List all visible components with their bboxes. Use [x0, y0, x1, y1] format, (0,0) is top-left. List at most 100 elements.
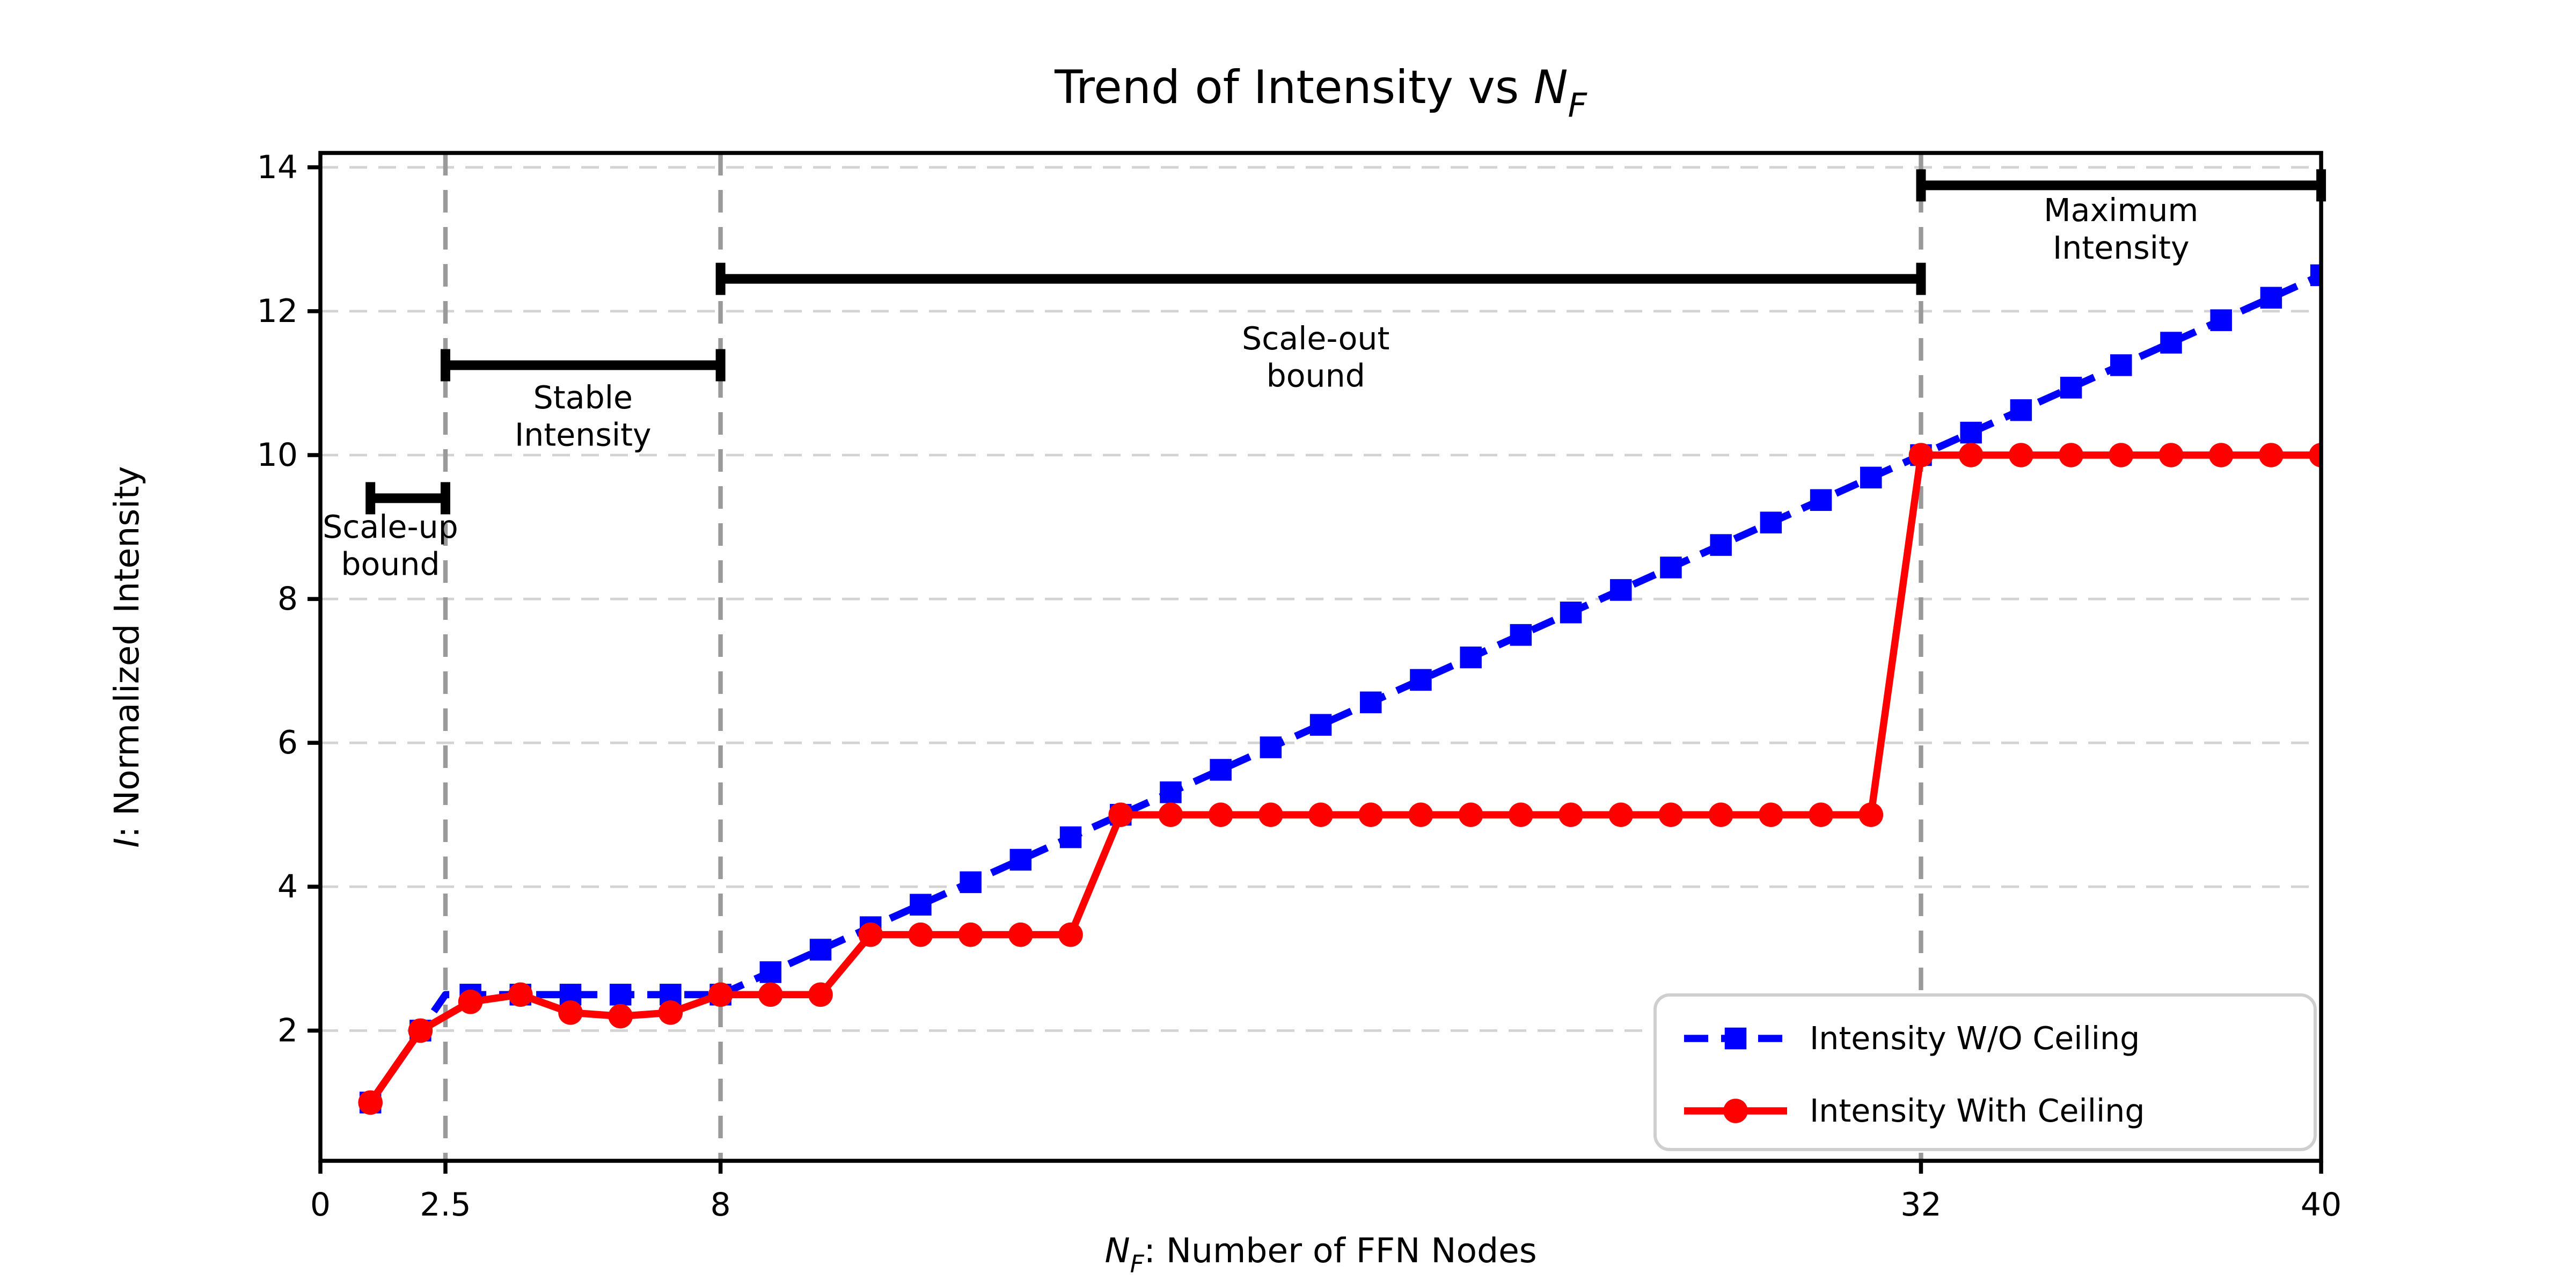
- x-tick-label: 2.5: [420, 1186, 471, 1224]
- marker-circle: [358, 1090, 383, 1115]
- marker-circle: [1558, 802, 1583, 828]
- marker-square: [1410, 669, 1432, 691]
- marker-circle: [2259, 443, 2284, 467]
- marker-square: [1160, 781, 1182, 803]
- marker-square: [2010, 399, 2032, 421]
- marker-circle: [1358, 802, 1384, 828]
- gridlines: [320, 166, 2322, 1032]
- marker-square: [1460, 646, 1482, 669]
- y-tick-label: 12: [257, 292, 298, 330]
- marker-circle: [1008, 922, 1033, 947]
- marker-square: [2060, 377, 2082, 399]
- marker-square: [1610, 579, 1632, 601]
- marker-circle: [2158, 443, 2184, 467]
- marker-square: [1059, 826, 1082, 848]
- marker-circle: [1708, 802, 1733, 828]
- marker-circle: [958, 922, 983, 947]
- y-tick-label: 10: [257, 436, 298, 474]
- marker-circle: [558, 1000, 583, 1025]
- marker-square: [2160, 332, 2182, 354]
- y-axis-label: I: Normalized Intensity: [107, 466, 147, 847]
- x-axis-label: NF: Number of FFN Nodes: [1104, 1231, 1536, 1278]
- annotation-text-line: bound: [341, 546, 440, 583]
- marker-circle: [508, 982, 533, 1007]
- marker-circle: [808, 982, 833, 1007]
- marker-square: [960, 871, 982, 894]
- annotation-text-line: Maximum: [2044, 192, 2198, 229]
- marker-circle: [658, 1000, 683, 1025]
- marker-square: [1560, 601, 1582, 624]
- marker-circle: [1208, 802, 1233, 828]
- marker-circle: [1308, 802, 1333, 828]
- reference-vlines: [443, 153, 1923, 1161]
- y-axis: 2 4 6 8 10 12 14: [257, 149, 320, 1049]
- marker-circle: [1958, 443, 1984, 467]
- marker-square: [2110, 354, 2132, 376]
- series-line: [367, 451, 2322, 1105]
- marker-square: [1710, 534, 1732, 556]
- marker-square: [1309, 714, 1332, 736]
- marker-circle: [1658, 802, 1684, 828]
- marker-circle: [1458, 802, 1483, 828]
- legend: Intensity W/O Ceiling Intensity With Ceil…: [1653, 993, 2317, 1151]
- marker-square: [1009, 848, 1032, 871]
- marker-circle: [2009, 443, 2033, 467]
- y-tick-label: 2: [277, 1012, 298, 1049]
- marker-circle: [1108, 802, 1133, 828]
- annotation-text-line: Stable: [533, 379, 633, 416]
- x-tick-label: 40: [2301, 1186, 2341, 1224]
- chart-title: Trend of Intensity vs NF: [1054, 61, 1587, 125]
- legend-label: Intensity With Ceiling: [1810, 1093, 2145, 1129]
- annotation-text-line: bound: [1267, 358, 1365, 394]
- legend-label: Intensity W/O Ceiling: [1810, 1020, 2140, 1057]
- x-tick-label: 8: [711, 1186, 731, 1224]
- marker-square: [1510, 624, 1532, 646]
- legend-box: [1653, 993, 2317, 1151]
- marker-circle: [1908, 443, 1934, 467]
- marker-circle: [1759, 802, 1783, 828]
- marker-square: [809, 939, 832, 961]
- marker-circle: [2208, 443, 2234, 467]
- marker-square: [2310, 264, 2322, 287]
- marker-square: [1860, 466, 1882, 489]
- annotation-text-line: Scale-up: [323, 509, 458, 545]
- marker-circle: [608, 1004, 633, 1029]
- marker-circle: [1608, 802, 1634, 828]
- marker-circle: [858, 922, 883, 947]
- axes-spines: [318, 151, 2323, 1163]
- marker-circle: [2059, 443, 2083, 467]
- x-axis: 0 2.5 8 32 40: [310, 1161, 2341, 1224]
- marker-square: [1260, 736, 1282, 758]
- x-tick-label: 0: [310, 1186, 331, 1224]
- y-tick-label: 6: [277, 724, 298, 762]
- marker-circle: [758, 982, 783, 1007]
- marker-square: [759, 961, 782, 983]
- marker-circle: [1858, 802, 1884, 828]
- marker-square: [2260, 287, 2282, 309]
- marker-circle: [2109, 443, 2134, 467]
- y-tick-label: 4: [277, 868, 298, 905]
- marker-circle: [1809, 802, 1833, 828]
- marker-circle: [1058, 922, 1083, 947]
- marker-circle: [1509, 802, 1533, 828]
- annotation-text-line: Intensity: [515, 416, 652, 453]
- marker-square: [1760, 511, 1782, 533]
- y-tick-label: 8: [277, 580, 298, 618]
- marker-circle: [408, 1018, 433, 1043]
- legend-marker-square: [1724, 1027, 1747, 1050]
- x-tick-label: 32: [1900, 1186, 1941, 1224]
- annotations: Scale-upboundStableIntensityScale-outbou…: [323, 169, 2326, 583]
- annotation-text-line: Scale-out: [1242, 320, 1389, 357]
- marker-square: [1660, 557, 1682, 579]
- series-with-ceiling: [358, 443, 2322, 1115]
- marker-circle: [2309, 443, 2322, 467]
- marker-circle: [1408, 802, 1433, 828]
- marker-square: [910, 894, 932, 916]
- marker-circle: [708, 982, 733, 1007]
- marker-square: [1360, 691, 1382, 714]
- legend-marker-circle: [1723, 1099, 1748, 1123]
